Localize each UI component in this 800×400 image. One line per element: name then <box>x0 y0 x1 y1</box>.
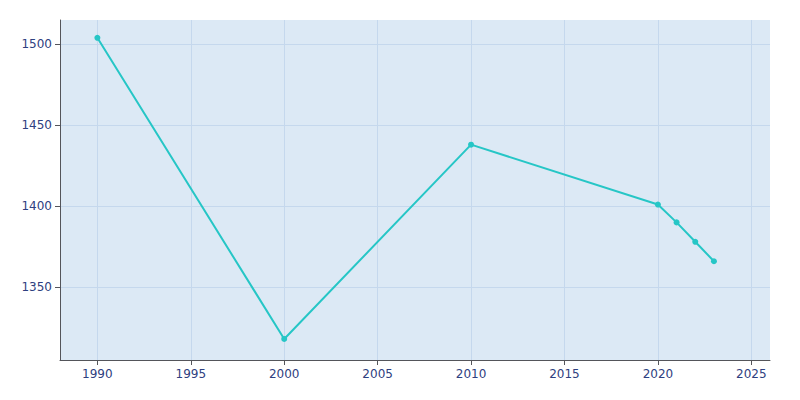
svg-text:1400: 1400 <box>21 199 52 213</box>
svg-text:2025: 2025 <box>736 367 767 381</box>
svg-text:1500: 1500 <box>21 37 52 51</box>
svg-text:1450: 1450 <box>21 118 52 132</box>
svg-text:2010: 2010 <box>456 367 487 381</box>
svg-text:1350: 1350 <box>21 280 52 294</box>
svg-text:1990: 1990 <box>82 367 113 381</box>
svg-text:1995: 1995 <box>176 367 207 381</box>
svg-text:2005: 2005 <box>362 367 393 381</box>
svg-text:2020: 2020 <box>643 367 674 381</box>
svg-text:2015: 2015 <box>549 367 580 381</box>
svg-text:2000: 2000 <box>269 367 300 381</box>
